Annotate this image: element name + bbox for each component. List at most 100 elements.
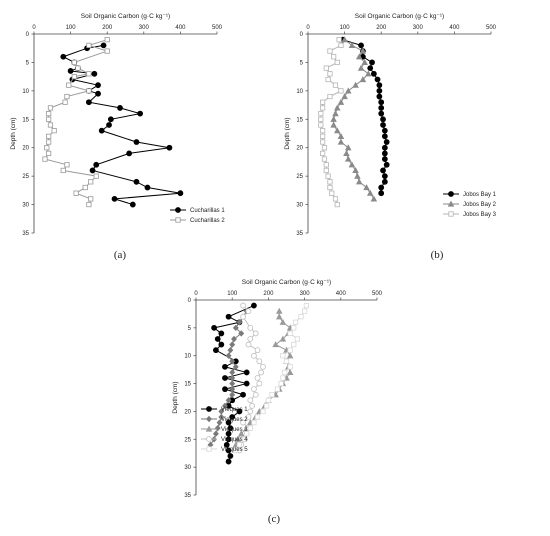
- y-tick-label: 5: [300, 60, 304, 66]
- data-point: [352, 167, 359, 174]
- data-point: [223, 441, 230, 448]
- data-point: [344, 155, 352, 162]
- y-tick-label: 0: [188, 298, 192, 304]
- y-tick-label: 5: [26, 60, 30, 66]
- data-point: [240, 419, 246, 426]
- data-point: [318, 111, 324, 117]
- data-point: [260, 408, 266, 415]
- data-point: [383, 161, 390, 168]
- data-point: [231, 335, 237, 343]
- chart-panel-c: 0 100 200 300 400 500 0 5 10 15 20 25 30 35 Soil Organ…: [172, 279, 383, 525]
- data-point: [133, 139, 140, 145]
- data-point: [218, 341, 225, 348]
- data-point: [344, 87, 352, 94]
- data-point: [330, 115, 337, 122]
- data-point: [275, 307, 283, 314]
- data-point: [251, 419, 257, 426]
- y-tick-label: 30: [296, 203, 303, 209]
- data-point: [325, 173, 331, 179]
- data-point: [227, 453, 234, 459]
- data-point: [236, 442, 243, 448]
- legend-marker: [447, 200, 455, 207]
- data-point: [247, 408, 254, 415]
- data-point: [211, 324, 218, 331]
- data-point: [287, 364, 293, 370]
- data-point: [378, 190, 385, 197]
- data-point: [334, 127, 341, 134]
- data-point: [225, 352, 232, 359]
- data-point: [51, 128, 57, 134]
- data-point: [331, 54, 337, 60]
- data-point: [64, 162, 70, 168]
- y-tick-label: 20: [184, 409, 191, 415]
- data-point: [283, 358, 290, 364]
- data-point: [258, 369, 265, 376]
- data-point: [44, 145, 50, 151]
- data-point: [318, 122, 324, 128]
- data-point: [381, 156, 388, 162]
- legend-label: Jobos Bay 3: [463, 212, 497, 218]
- data-point: [254, 375, 261, 381]
- y-tick-label: 15: [22, 117, 29, 123]
- data-point: [327, 179, 333, 185]
- data-point: [64, 93, 70, 100]
- x-tick-label: 0: [306, 25, 310, 31]
- x-tick-label: 300: [413, 25, 424, 31]
- data-point: [383, 139, 390, 145]
- data-point: [381, 178, 388, 185]
- data-point: [225, 458, 232, 465]
- data-point: [320, 105, 326, 111]
- data-point: [378, 99, 385, 106]
- data-point: [260, 363, 266, 370]
- x-tick-label: 400: [175, 25, 186, 31]
- legend-label: Vieques 4: [221, 437, 248, 443]
- data-point: [320, 99, 326, 105]
- data-point: [86, 71, 92, 77]
- data-point: [254, 347, 261, 354]
- data-point: [229, 414, 236, 420]
- data-point: [247, 425, 253, 431]
- data-point: [327, 93, 333, 100]
- data-point: [229, 341, 236, 348]
- data-point: [66, 82, 72, 88]
- legend-marker: [205, 425, 213, 432]
- data-point: [358, 42, 364, 49]
- data-point: [291, 325, 297, 331]
- data-point: [233, 447, 239, 454]
- data-point: [338, 88, 344, 94]
- data-point: [86, 201, 92, 208]
- data-point: [93, 161, 100, 168]
- x-tick-label: 500: [486, 25, 497, 31]
- chart-panel-b: 0 100 200 300 400 500 0 5 10 15 20 25 30 35 Soil Organ…: [284, 13, 497, 261]
- series-b-3: [318, 37, 344, 208]
- data-point: [111, 195, 118, 202]
- data-point: [265, 397, 272, 403]
- data-point: [240, 302, 246, 309]
- data-point: [86, 42, 92, 48]
- panel-label: (c): [268, 513, 281, 525]
- data-point: [240, 436, 246, 442]
- data-point: [359, 47, 367, 54]
- data-point: [227, 425, 234, 432]
- data-point: [320, 150, 326, 156]
- legend-label: Cucharillas 2: [190, 218, 225, 224]
- data-point: [341, 36, 348, 43]
- data-point: [214, 424, 221, 432]
- y-tick-label: 25: [184, 437, 191, 443]
- x-tick-label: 500: [372, 291, 383, 297]
- data-point: [380, 122, 386, 128]
- data-point: [361, 58, 369, 66]
- data-point: [359, 76, 367, 83]
- data-point: [98, 127, 105, 134]
- data-point: [225, 313, 232, 320]
- data-point: [117, 105, 123, 111]
- x-tick-label: 100: [66, 25, 77, 31]
- series-line: [342, 39, 388, 194]
- data-point: [133, 178, 140, 185]
- data-point: [245, 414, 252, 420]
- data-point: [381, 127, 388, 134]
- data-point: [330, 121, 337, 128]
- data-point: [275, 313, 283, 320]
